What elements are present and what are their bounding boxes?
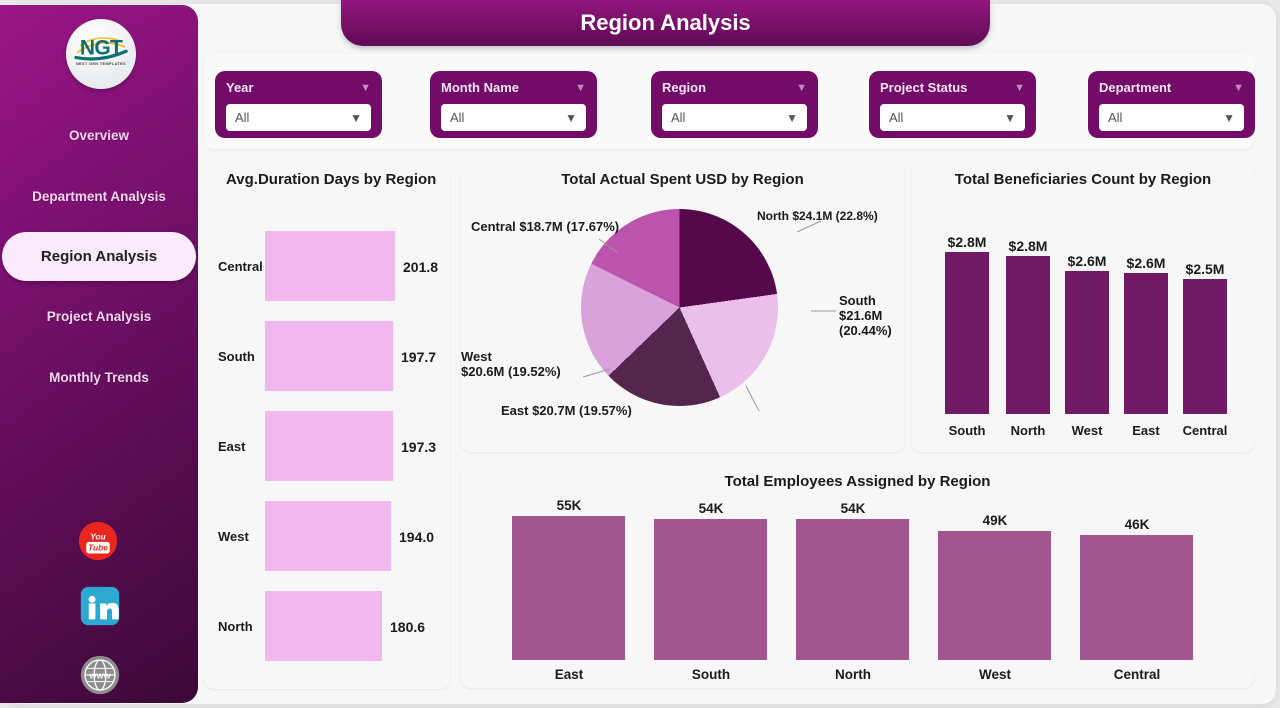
svg-text:You: You [90,531,105,541]
svg-text:NEXT GEN TEMPLATES: NEXT GEN TEMPLATES [76,62,126,66]
svg-text:NGT: NGT [80,37,123,60]
svg-text:WWW: WWW [89,671,111,680]
svg-text:Tube: Tube [88,543,108,553]
